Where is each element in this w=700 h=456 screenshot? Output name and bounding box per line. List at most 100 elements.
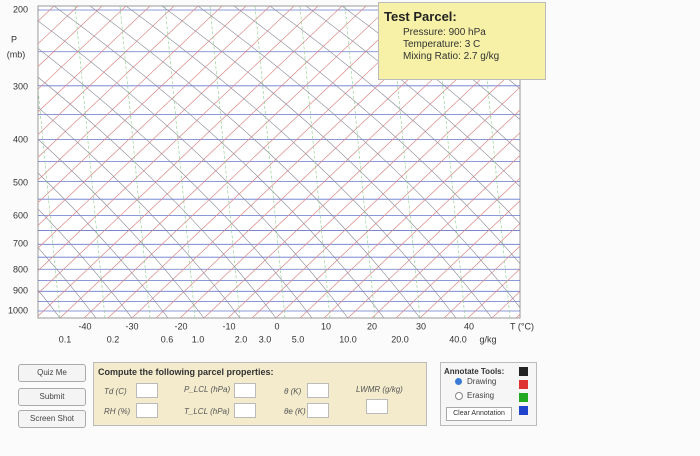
field-label: T_LCL (hPa) [184,407,230,416]
mixing-line [299,6,331,318]
mixing-tick: 0.6 [161,334,174,344]
isotherm [38,6,127,90]
isotherm [251,64,520,318]
field-label: Td (C) [104,387,127,396]
temperature-tick: -30 [125,321,138,331]
color-swatch[interactable] [519,380,528,389]
dry-adiabat [594,6,700,318]
input[interactable] [307,383,329,398]
clear-button[interactable]: Clear Annotation [446,407,512,421]
isotherm [38,6,223,181]
isotherm [38,6,343,294]
isotherm [347,154,520,318]
compute-panel: Compute the following parcel properties:… [93,362,427,426]
input[interactable] [136,383,158,398]
mixing-tick: 1.0 [192,334,205,344]
field-label: RH (%) [104,407,131,416]
temperature-tick: 10 [321,321,331,331]
dry-adiabat [38,76,277,318]
isotherm [38,6,151,113]
mixing-line [254,6,286,318]
radio[interactable] [455,378,462,385]
pressure-tick: 700 [13,238,28,248]
mixing-tick: 20.0 [391,334,409,344]
temperature-tick: -20 [174,321,187,331]
isotherm [443,245,520,318]
isotherm [38,6,247,204]
input[interactable] [234,383,256,398]
dry-adiabat [197,6,520,309]
dry-adiabat [38,48,313,318]
field-label: θ (K) [284,387,302,396]
isotherm [38,6,367,317]
dry-adiabat [269,6,520,225]
parcel-line: Temperature: 3 C [403,39,481,50]
temperature-tick: 40 [464,321,474,331]
dry-adiabat [89,6,421,318]
color-swatch[interactable] [519,406,528,415]
temperature-tick: 20 [367,321,377,331]
compute-title: Compute the following parcel properties: [98,367,274,377]
axis-unit: T (°C) [510,321,534,331]
input[interactable] [234,403,256,418]
parcel-line: Mixing Ratio: 2.7 g/kg [403,51,500,62]
screenshot-button[interactable]: Screen Shot [18,410,86,428]
input[interactable] [366,399,388,414]
dry-adiabat [38,107,241,318]
mixing-tick: 0.1 [59,334,72,344]
mixing-line [74,6,106,318]
quiz-button[interactable]: Quiz Me [18,364,86,382]
isotherm [38,6,199,158]
parcel-title: Test Parcel: [384,9,457,24]
dry-adiabat [305,6,520,188]
dry-adiabat [522,6,700,318]
mixing-tick: 40.0 [449,334,467,344]
isotherm [38,6,175,136]
mixing-line [209,6,241,318]
color-swatch[interactable] [519,393,528,402]
dry-adiabat [38,172,169,318]
isotherm [540,6,700,318]
annotate-title: Annotate Tools: [444,367,505,376]
mixing-line [38,86,61,318]
dry-adiabat [161,6,493,318]
submit-button[interactable]: Submit [18,388,86,406]
isotherm [371,177,520,318]
dry-adiabat [38,20,349,318]
dry-adiabat [38,138,205,318]
field-label: LWMR (g/kg) [356,385,403,394]
skew-t-diagram: P (mb) T (°C) g/kg 200300400500600700800… [7,4,700,344]
dry-adiabat [558,6,700,318]
pressure-tick: 800 [13,264,28,274]
temperature-tick: -10 [222,321,235,331]
pressure-tick: 300 [13,81,28,91]
mixing-tick: 10.0 [339,334,357,344]
color-swatch[interactable] [519,367,528,376]
mixing-tick: 0.2 [107,334,120,344]
isotherm [38,6,103,67]
pressure-tick: 500 [13,177,28,187]
dry-adiabat [53,6,385,318]
pressure-tick: 600 [13,210,28,220]
option[interactable]: Drawing [467,377,497,386]
axis-unit: (mb) [7,49,26,59]
option[interactable]: Erasing [467,391,495,400]
test-parcel: Test Parcel: Pressure: 900 hPa Temperatu… [378,2,546,80]
axis-unit: g/kg [479,334,496,344]
isotherm [275,86,520,318]
input[interactable] [307,403,329,418]
mixing-line [344,6,376,318]
dry-adiabat [233,6,520,265]
mixing-line [119,6,151,318]
isotherm [323,132,520,318]
isotherm [299,109,520,318]
temperature-tick: 0 [274,321,279,331]
dry-adiabat [630,6,700,318]
mixing-tick: 3.0 [259,334,272,344]
dry-adiabat [38,247,97,318]
input[interactable] [136,403,158,418]
parcel-line: Pressure: 900 hPa [403,27,486,38]
radio[interactable] [455,392,463,400]
mixing-tick: 5.0 [292,334,305,344]
